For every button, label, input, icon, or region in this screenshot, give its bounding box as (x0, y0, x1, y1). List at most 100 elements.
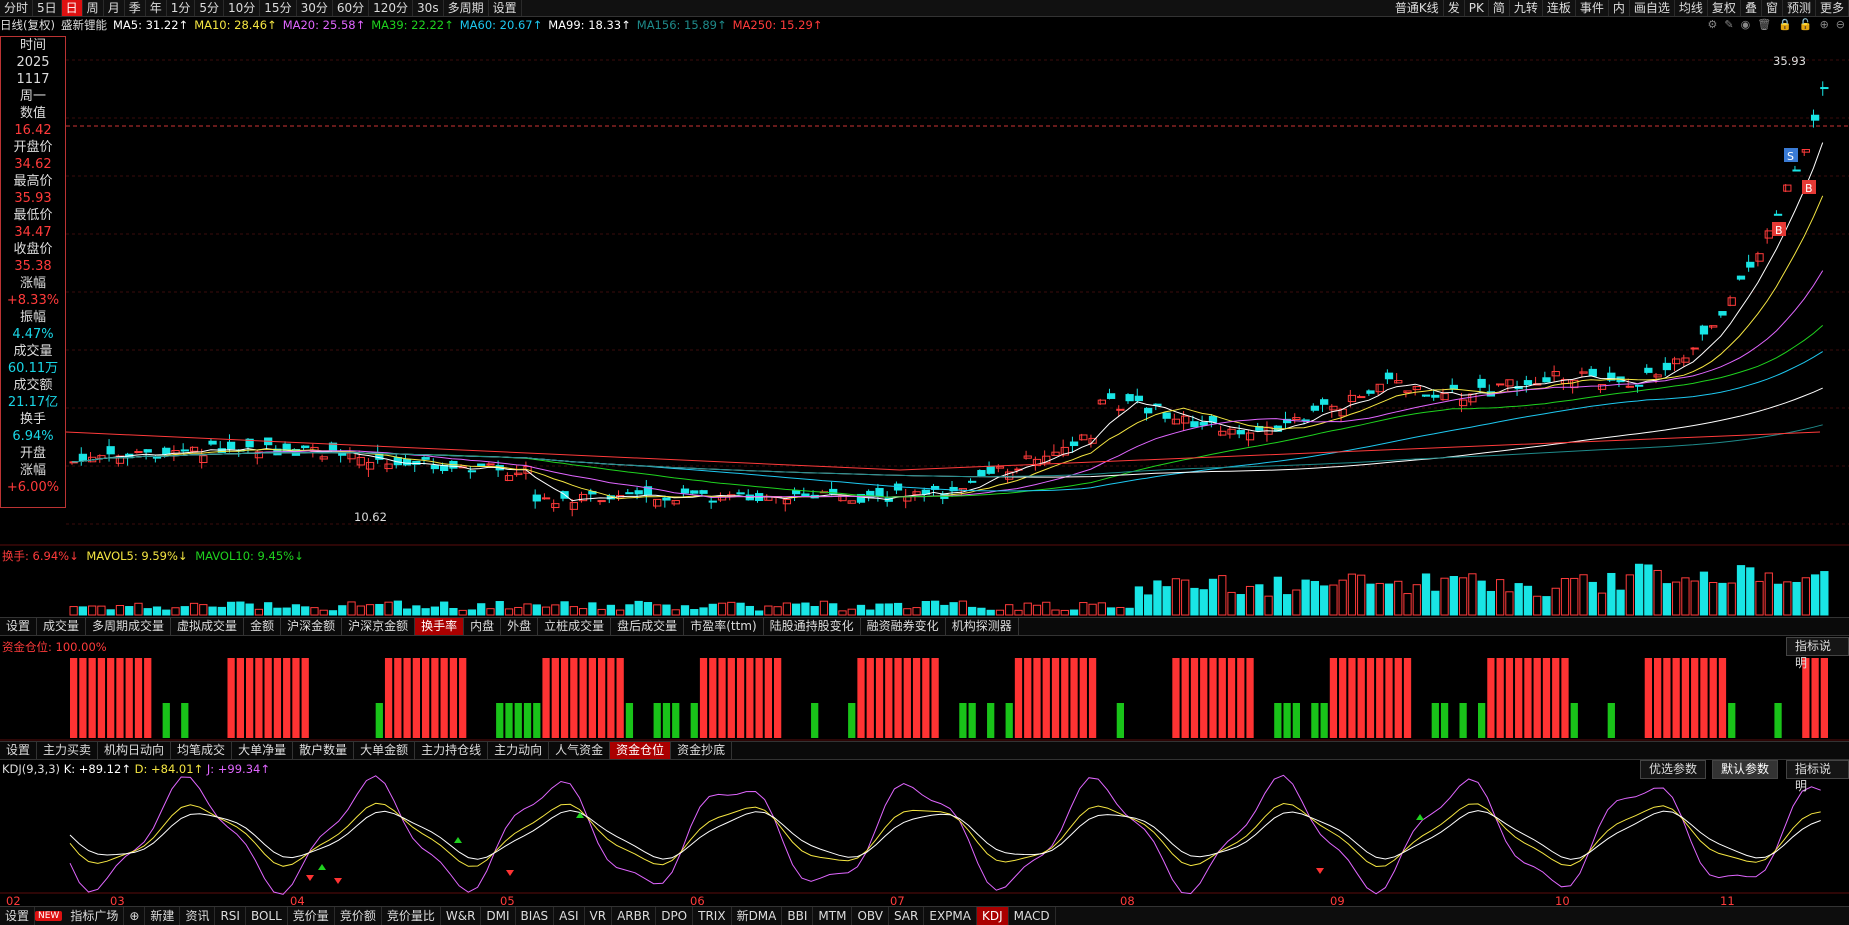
fund-tab-1[interactable]: 主力买卖 (37, 742, 99, 759)
top-tool-9[interactable]: 均线 (1675, 0, 1708, 16)
indicator-7[interactable]: BOLL (246, 907, 288, 925)
indicator-16[interactable]: ARBR (612, 907, 657, 925)
period-8[interactable]: 5分 (195, 0, 225, 16)
indicator-2[interactable]: 指标广场 (65, 907, 125, 925)
indicator-22[interactable]: OBV (852, 907, 889, 925)
volume-tab-9[interactable]: 外盘 (501, 618, 539, 635)
top-tool-3[interactable]: 简 (1489, 0, 1510, 16)
top-tool-10[interactable]: 复权 (1708, 0, 1741, 16)
eye-icon[interactable]: ◉ (1740, 18, 1751, 31)
period-9[interactable]: 10分 (224, 0, 261, 16)
top-tool-0[interactable]: 普通K线 (1391, 0, 1444, 16)
indicator-21[interactable]: MTM (813, 907, 853, 925)
volume-tab-8[interactable]: 内盘 (464, 618, 502, 635)
volume-tab-1[interactable]: 成交量 (37, 618, 87, 635)
top-tool-11[interactable]: 叠 (1741, 0, 1762, 16)
top-tool-2[interactable]: PK (1465, 0, 1489, 16)
indicator-15[interactable]: VR (585, 907, 613, 925)
indicator-25[interactable]: KDJ (976, 907, 1009, 925)
volume-tab-5[interactable]: 沪深金额 (281, 618, 343, 635)
top-tool-6[interactable]: 事件 (1576, 0, 1609, 16)
period-10[interactable]: 15分 (260, 0, 297, 16)
volume-tab-6[interactable]: 沪深京金额 (342, 618, 416, 635)
period-0[interactable]: 分时 (0, 0, 34, 16)
fund-tab-6[interactable]: 大单金额 (354, 742, 416, 759)
period-16[interactable]: 设置 (489, 0, 522, 16)
fund-tab-9[interactable]: 人气资金 (549, 742, 611, 759)
period-6[interactable]: 年 (146, 0, 167, 16)
fund-tab-11[interactable]: 资金抄底 (671, 742, 733, 759)
volume-tab-14[interactable]: 融资融券变化 (861, 618, 946, 635)
volume-tab-2[interactable]: 多周期成交量 (86, 618, 172, 635)
indicator-12[interactable]: DMI (481, 907, 516, 925)
indicator-9[interactable]: 竞价额 (335, 907, 382, 925)
volume-tab-3[interactable]: 虚拟成交量 (171, 618, 245, 635)
indicator-18[interactable]: TRIX (693, 907, 732, 925)
indicator-23[interactable]: SAR (889, 907, 925, 925)
fund-tab-7[interactable]: 主力持仓线 (415, 742, 489, 759)
top-tool-13[interactable]: 预测 (1783, 0, 1816, 16)
period-15[interactable]: 多周期 (444, 0, 489, 16)
top-tool-8[interactable]: 画自选 (1630, 0, 1675, 16)
volume-tab-13[interactable]: 陆股通持股变化 (764, 618, 861, 635)
indicator-11[interactable]: W&R (441, 907, 482, 925)
indicator-6[interactable]: RSI (215, 907, 246, 925)
period-3[interactable]: 周 (83, 0, 104, 16)
indicator-24[interactable]: EXPMA (924, 907, 977, 925)
indicator-4[interactable]: 新建 (145, 907, 181, 925)
fund-tab-2[interactable]: 机构日动向 (98, 742, 172, 759)
kdj-help-button[interactable]: 指标说明 (1786, 760, 1849, 793)
fund-tab-8[interactable]: 主力动向 (488, 742, 550, 759)
period-12[interactable]: 60分 (333, 0, 370, 16)
chart-mode-label[interactable]: 日线(复权) (0, 18, 55, 32)
trash-icon[interactable]: 🗑 (1757, 18, 1772, 31)
pen-icon[interactable]: ✎ (1724, 18, 1734, 31)
fund-tab-5[interactable]: 散户数量 (293, 742, 355, 759)
top-tool-7[interactable]: 内 (1609, 0, 1630, 16)
volume-tab-4[interactable]: 金额 (244, 618, 282, 635)
period-5[interactable]: 季 (125, 0, 146, 16)
period-1[interactable]: 5日 (33, 0, 62, 16)
indicator-20[interactable]: BBI (782, 907, 814, 925)
indicator-26[interactable]: MACD (1009, 907, 1056, 925)
volume-tab-7[interactable]: 换手率 (415, 618, 465, 635)
period-7[interactable]: 1分 (167, 0, 196, 16)
volume-tab-0[interactable]: 设置 (0, 618, 38, 635)
period-11[interactable]: 30分 (297, 0, 333, 16)
volume-tab-11[interactable]: 盘后成交量 (611, 618, 685, 635)
top-tool-4[interactable]: 九转 (1510, 0, 1543, 16)
volume-tab-10[interactable]: 立桩成交量 (538, 618, 612, 635)
fund-tab-4[interactable]: 大单净量 (232, 742, 294, 759)
fund-tab-10[interactable]: 资金仓位 (610, 742, 672, 759)
top-tool-14[interactable]: 更多 (1816, 0, 1849, 16)
zoom-in-icon[interactable]: ⊕ (1819, 18, 1829, 31)
period-14[interactable]: 30s (413, 0, 444, 16)
fund-help-button[interactable]: 指标说明 (1786, 637, 1849, 670)
zoom-out-icon[interactable]: ⊖ (1835, 18, 1845, 31)
top-tool-12[interactable]: 窗 (1762, 0, 1783, 16)
unlock-icon[interactable]: 🔓 (1798, 18, 1813, 31)
indicator-13[interactable]: BIAS (516, 907, 555, 925)
settings-icon[interactable]: ⚙ (1707, 18, 1718, 31)
indicator-3[interactable]: ⊕ (124, 907, 146, 925)
volume-tab-12[interactable]: 市盈率(ttm) (684, 618, 764, 635)
top-tool-5[interactable]: 连板 (1543, 0, 1576, 16)
default-params-button[interactable]: 默认参数 (1712, 760, 1779, 779)
indicator-5[interactable]: 资讯 (180, 907, 216, 925)
period-4[interactable]: 月 (104, 0, 125, 16)
indicator-19[interactable]: 新DMA (732, 907, 783, 925)
period-13[interactable]: 120分 (369, 0, 414, 16)
indicator-8[interactable]: 竞价量 (288, 907, 335, 925)
lock-icon[interactable]: 🔒 (1778, 18, 1792, 31)
fund-tab-3[interactable]: 均笔成交 (171, 742, 233, 759)
fund-tab-0[interactable]: 设置 (0, 742, 38, 759)
volume-tab-15[interactable]: 机构探测器 (946, 618, 1019, 635)
optimal-params-button[interactable]: 优选参数 (1640, 760, 1707, 779)
top-tool-1[interactable]: 发 (1444, 0, 1465, 16)
indicator-14[interactable]: ASI (554, 907, 585, 925)
indicator-0[interactable]: 设置 (0, 907, 36, 925)
period-2[interactable]: 日 (61, 0, 83, 16)
indicator-17[interactable]: DPO (656, 907, 694, 925)
indicator-10[interactable]: 竞价量比 (382, 907, 441, 925)
